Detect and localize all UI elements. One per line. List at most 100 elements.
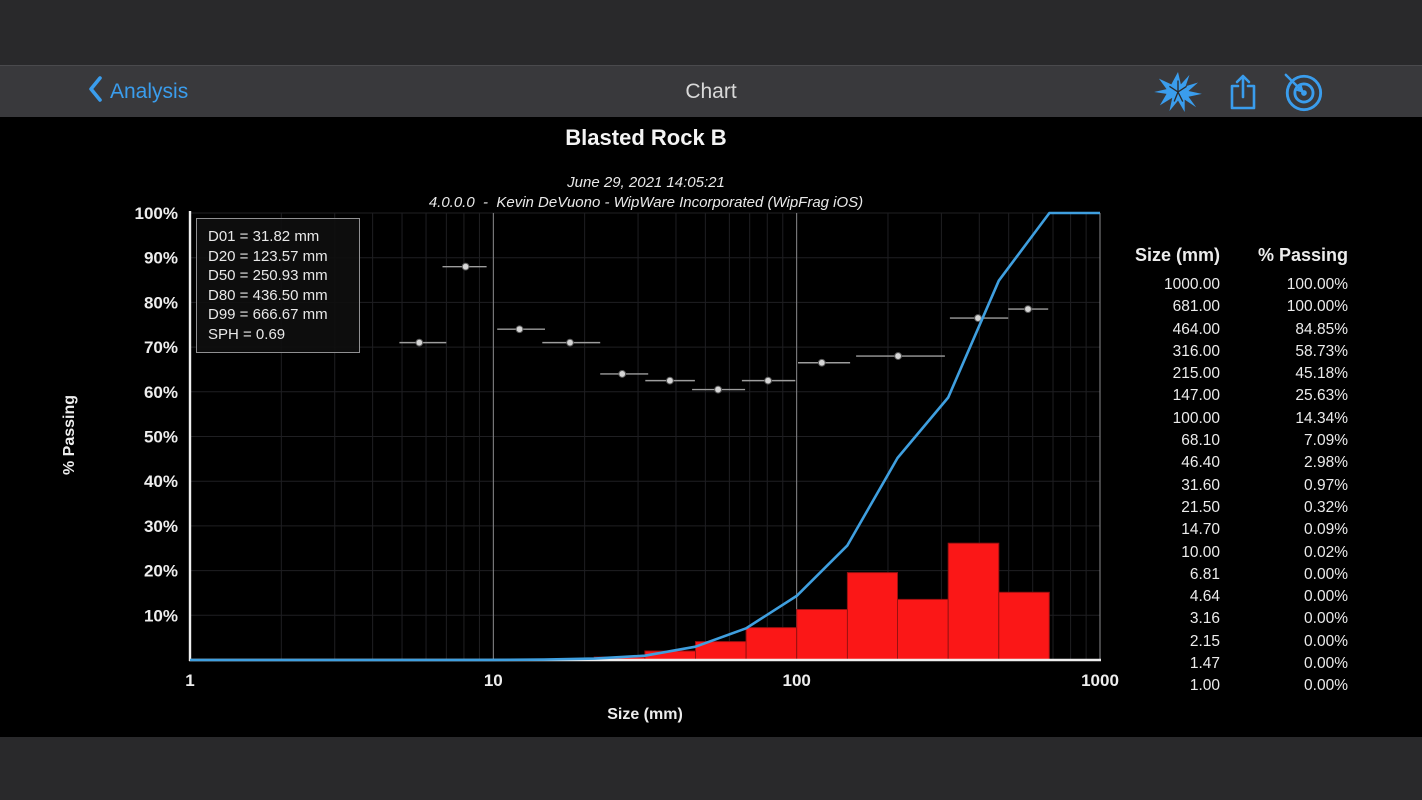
passing-cell: 0.00% (1304, 677, 1348, 695)
passing-cell: 100.00% (1286, 298, 1348, 316)
chart-page: Blasted Rock B June 29, 2021 14:05:21 4.… (0, 117, 1422, 737)
chart-title: Blasted Rock B (565, 125, 727, 150)
passing-cell: 0.00% (1304, 588, 1348, 606)
size-cell: 46.40 (1181, 454, 1220, 472)
passing-cell: 0.09% (1304, 521, 1348, 539)
histogram-bar (998, 591, 1050, 661)
passing-cell: 7.09% (1304, 432, 1348, 450)
measurement-marker (817, 358, 826, 367)
table-row: 14.70 0.09% (1100, 519, 1360, 541)
size-table-body: 1000.00 100.00% 681.00 100.00% 464.00 84.85% 3… (1100, 274, 1360, 698)
size-table: Size (mm) % Passing 1000.00 100.00% 681.00… (1100, 245, 1360, 698)
table-row: 4.64 0.00% (1100, 586, 1360, 608)
y-axis-title: % Passing (61, 395, 78, 475)
chart-date: June 29, 2021 14:05:21 (567, 174, 725, 191)
nav-bar: Analysis Chart (0, 65, 1422, 117)
size-cell: 681.00 (1172, 298, 1220, 316)
measurement-marker (714, 385, 722, 394)
legend-line: SPH = 0.69 (208, 325, 286, 343)
size-cell: 1.47 (1189, 655, 1220, 673)
passing-cell: 100.00% (1286, 276, 1348, 293)
size-cell: 2.15 (1189, 632, 1220, 650)
size-cell: 21.50 (1181, 498, 1220, 516)
size-table-header: Size (mm) % Passing (1100, 245, 1360, 266)
size-cell: 3.16 (1189, 610, 1220, 628)
size-cell: 31.60 (1181, 476, 1220, 494)
y-tick-label: 30% (144, 517, 178, 536)
table-row: 1.00 0.00% (1100, 675, 1360, 697)
size-cell: 147.00 (1172, 387, 1220, 405)
table-row: 3.16 0.00% (1100, 608, 1360, 630)
table-row: 464.00 84.85% (1100, 319, 1360, 341)
x-tick-label: 100 (783, 671, 811, 690)
y-tick-label: 70% (144, 338, 178, 357)
table-row: 68.10 7.09% (1100, 430, 1360, 452)
x-tick-label: 1 (185, 671, 194, 690)
passing-cell: 25.63% (1295, 387, 1348, 405)
measurement-marker (515, 325, 524, 334)
table-row: 2.15 0.00% (1100, 631, 1360, 653)
size-cell: 68.10 (1181, 432, 1220, 450)
y-tick-label: 50% (144, 428, 178, 447)
measurement-marker (461, 262, 470, 271)
table-row: 31.60 0.97% (1100, 475, 1360, 497)
table-row: 316.00 58.73% (1100, 341, 1360, 363)
back-button-label: Analysis (110, 79, 189, 103)
size-cell: 464.00 (1172, 320, 1220, 338)
back-button[interactable]: Analysis (88, 75, 189, 108)
legend-line: D50 = 250.93 mm (208, 267, 328, 284)
size-cell: 316.00 (1172, 342, 1220, 360)
table-row: 1000.00 100.00% (1100, 274, 1360, 296)
passing-cell: 0.00% (1304, 632, 1348, 650)
table-row: 100.00 14.34% (1100, 408, 1360, 430)
histogram-bar (947, 542, 1000, 661)
blast-icon[interactable] (1152, 71, 1204, 113)
y-tick-label: 10% (144, 606, 178, 625)
passing-column-header: % Passing (1257, 245, 1348, 265)
passing-cell: 84.85% (1295, 320, 1348, 338)
legend-line: D01 = 31.82 mm (208, 228, 320, 245)
cumulative-curve (190, 211, 1100, 662)
size-cell: 4.64 (1189, 588, 1220, 606)
table-row: 10.00 0.02% (1100, 542, 1360, 564)
size-cell: 1.00 (1189, 677, 1220, 695)
fragmentation-chart: 10% 20% 30% 40% 50% 60% 70% 80% 90% 100% 1 10 100 100… (61, 207, 1119, 723)
measurement-marker (894, 352, 902, 360)
passing-cell: 0.00% (1304, 565, 1348, 583)
chart-attribution: 4.0.0.0 - Kevin DeVuono - WipWare Incorp… (428, 194, 864, 211)
passing-cell: 58.73% (1295, 342, 1348, 360)
y-tick-label: 80% (144, 293, 178, 312)
x-tick-label: 1000 (1081, 671, 1119, 690)
y-tick-label: 20% (144, 562, 178, 581)
x-axis-title: Size (mm) (607, 706, 683, 723)
table-row: 46.40 2.98% (1100, 452, 1360, 474)
back-chevron-icon (88, 75, 102, 108)
table-row: 1.47 0.00% (1100, 653, 1360, 675)
table-row: 6.81 0.00% (1100, 564, 1360, 586)
histogram-bar (846, 572, 899, 661)
size-column-header: Size (mm) (1134, 245, 1220, 265)
histogram-bar (796, 609, 849, 661)
y-tick-label: 60% (144, 383, 178, 402)
passing-cell: 45.18% (1295, 365, 1348, 383)
y-tick-label: 90% (144, 249, 178, 268)
y-tick-label: 40% (144, 472, 178, 491)
histogram-bar (745, 627, 798, 661)
passing-cell: 0.02% (1304, 543, 1348, 561)
passing-cell: 0.00% (1304, 655, 1348, 673)
size-cell: 10.00 (1181, 543, 1220, 561)
share-icon[interactable] (1228, 73, 1258, 111)
measurement-marker (618, 370, 627, 378)
legend-box: D01 = 31.82 mm D20 = 123.57 mm D50 = 250.9… (196, 218, 360, 353)
passing-cell: 0.32% (1304, 498, 1348, 516)
table-row: 147.00 25.63% (1100, 385, 1360, 407)
size-cell: 1000.00 (1163, 276, 1220, 293)
target-icon[interactable] (1282, 71, 1324, 113)
size-cell: 14.70 (1181, 521, 1220, 539)
table-row: 215.00 45.18% (1100, 363, 1360, 385)
x-tick-label: 10 (484, 671, 503, 690)
passing-cell: 0.00% (1304, 610, 1348, 628)
size-cell: 6.81 (1189, 565, 1220, 583)
page-title: Chart (685, 79, 737, 103)
table-row: 681.00 100.00% (1100, 296, 1360, 318)
